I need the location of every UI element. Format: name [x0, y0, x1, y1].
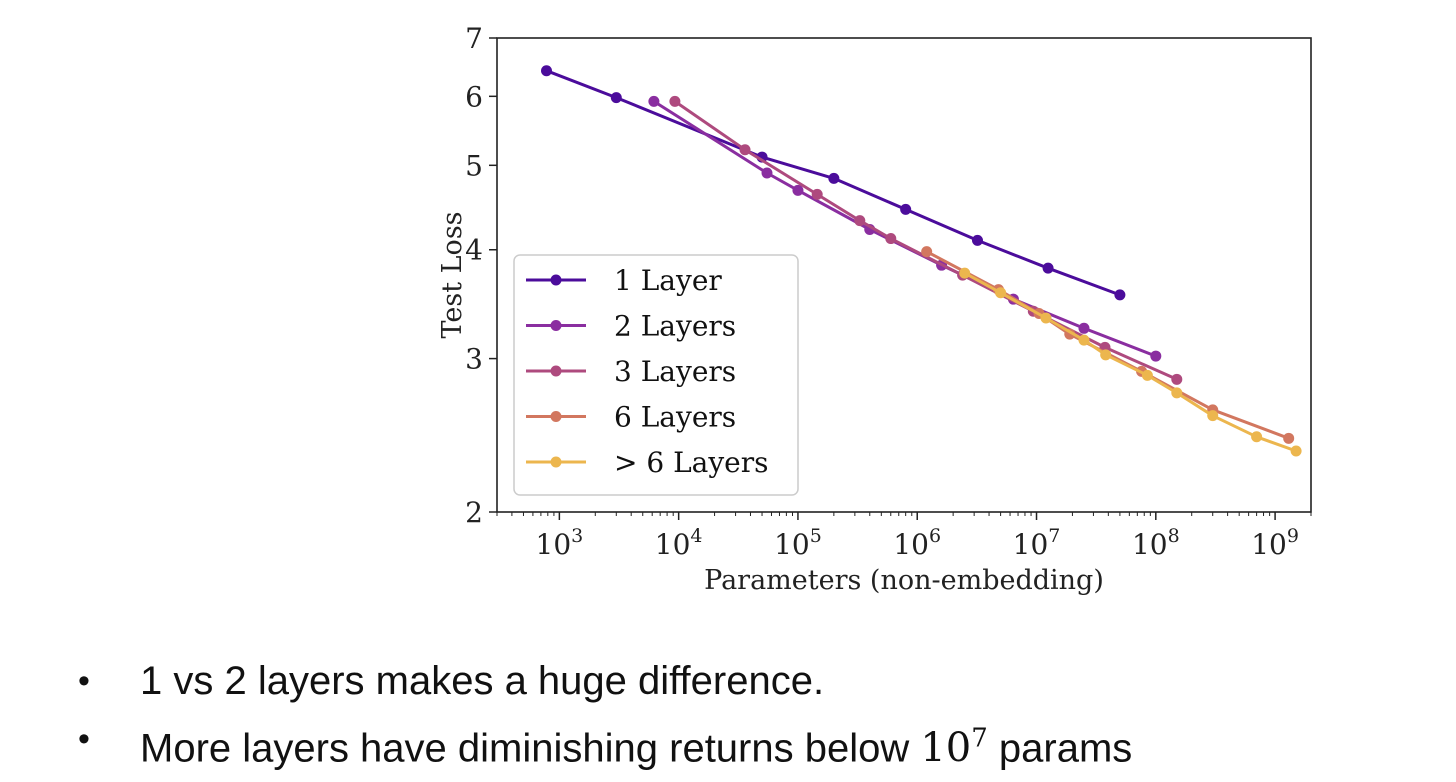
data-point [669, 95, 681, 107]
data-point [1290, 445, 1302, 457]
data-point [761, 167, 773, 179]
scaling-chart: 103 104 105 106 107 108 109 2 3 4 5 6 7 Parameters (… [437, 22, 1312, 596]
x-tick-label: 107 [1013, 525, 1061, 561]
data-point [541, 65, 553, 77]
bullet-dot-icon: • [78, 720, 90, 758]
series-line [963, 271, 1297, 453]
legend-label: 2 Layers [614, 310, 736, 343]
data-point [1042, 262, 1054, 274]
legend-swatch-marker [550, 456, 562, 468]
data-point [1171, 373, 1183, 385]
legend-label: 6 Layers [614, 401, 736, 434]
series-line [545, 69, 1121, 297]
data-point [1078, 322, 1090, 334]
data-point [854, 215, 866, 227]
math-exponent: 7 [971, 724, 988, 754]
bullet-dot-icon: • [78, 662, 90, 700]
data-point [811, 188, 823, 200]
bullet-item: • 1 vs 2 layers makes a huge difference. [78, 652, 1132, 710]
legend-swatch-marker [550, 274, 562, 286]
y-tick-label: 7 [465, 22, 483, 55]
data-point [739, 144, 751, 156]
data-point [885, 233, 897, 245]
plot-frame [496, 37, 1312, 513]
x-tick-label: 106 [893, 525, 941, 561]
data-point [1141, 369, 1153, 381]
legend-swatch-marker [550, 365, 562, 377]
bullet-list: • 1 vs 2 layers makes a huge difference.… [78, 652, 1133, 772]
y-axis-label: Test Loss [437, 211, 468, 338]
bullet-text: 1 vs 2 layers makes a huge difference. [140, 659, 825, 703]
legend-label: 3 Layers [614, 355, 736, 388]
math-base: 10 [920, 725, 972, 772]
data-point [959, 267, 971, 279]
data-point [610, 92, 622, 104]
math-power: 107 [920, 724, 988, 772]
data-point [648, 95, 660, 107]
data-point [1100, 349, 1112, 361]
x-tick-label: 108 [1132, 525, 1180, 561]
y-tick-label: 2 [465, 496, 483, 529]
data-point [1114, 289, 1126, 301]
data-point [792, 184, 804, 196]
data-point [1171, 387, 1183, 399]
x-axis-label: Parameters (non-embedding) [704, 565, 1104, 596]
legend-label: 1 Layer [614, 264, 722, 297]
data-point [995, 287, 1007, 299]
data-point [1078, 334, 1090, 346]
y-tick-label: 3 [465, 343, 483, 376]
bullet-suffix: params [987, 726, 1133, 771]
data-point [1150, 350, 1162, 362]
data-point [971, 234, 983, 246]
y-tick-label: 4 [465, 234, 483, 267]
x-tick-label: 109 [1251, 525, 1299, 561]
y-tick-label: 6 [465, 80, 483, 113]
legend-swatch-marker [550, 411, 562, 422]
data-point [900, 203, 912, 215]
bullet-item: • More layers have diminishing returns b… [78, 710, 1133, 772]
legend: 1 Layer 2 Layers 3 Layers 6 Layers > 6 Layer… [513, 254, 799, 496]
x-tick-label: 103 [536, 525, 584, 561]
legend-box [513, 254, 799, 496]
data-point [921, 246, 933, 258]
data-point [1251, 431, 1263, 443]
plot-area: 103 104 105 106 107 108 109 2 3 4 5 6 7 [465, 22, 1312, 561]
legend-label: > 6 Layers [614, 446, 769, 479]
data-point [1207, 410, 1219, 422]
legend-swatch-marker [550, 320, 562, 331]
x-tick-label: 105 [774, 525, 822, 561]
data-point [1283, 432, 1295, 444]
data-point [1040, 312, 1052, 324]
y-tick-label: 5 [465, 149, 483, 182]
bullet-text: More layers have diminishing returns bel… [140, 726, 921, 771]
x-tick-label: 104 [655, 525, 703, 561]
data-point [828, 172, 840, 184]
